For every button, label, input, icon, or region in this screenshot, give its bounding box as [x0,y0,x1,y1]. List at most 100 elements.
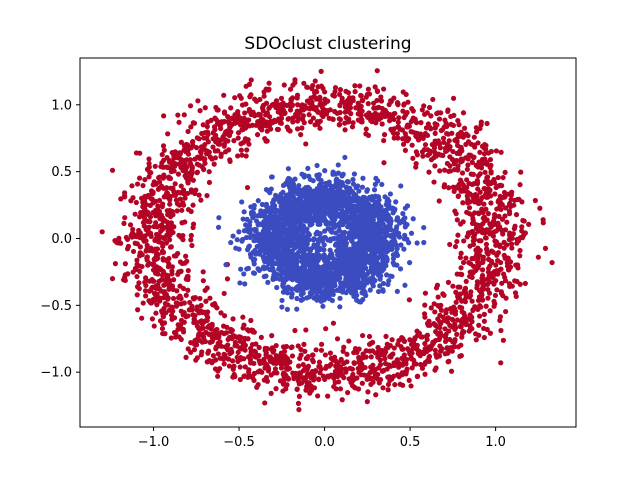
point-cluster-1 [414,240,420,246]
point-cluster-0 [289,344,295,350]
point-cluster-1 [266,261,272,267]
point-cluster-1 [288,222,294,229]
point-cluster-0 [507,200,513,207]
point-cluster-0 [196,325,202,332]
point-cluster-0 [409,142,415,148]
point-cluster-0 [261,93,267,99]
point-cluster-1 [361,222,367,228]
point-cluster-0 [431,179,437,185]
point-cluster-0 [359,332,366,339]
point-cluster-0 [435,303,441,309]
point-cluster-0 [365,86,371,92]
point-cluster-1 [378,247,385,253]
point-cluster-0 [502,213,508,219]
point-cluster-0 [477,125,483,132]
point-cluster-0 [143,275,149,281]
point-cluster-0 [242,342,248,349]
point-cluster-1 [258,208,264,214]
point-cluster-1 [305,165,311,171]
point-cluster-1 [273,219,279,225]
point-cluster-0 [289,353,296,359]
point-cluster-0 [286,365,293,372]
point-cluster-0 [129,230,136,236]
point-cluster-0 [169,271,175,277]
point-cluster-0 [122,261,128,267]
point-cluster-0 [169,163,175,169]
point-cluster-0 [513,262,519,268]
point-cluster-0 [211,161,217,167]
point-cluster-1 [393,226,399,232]
point-cluster-0 [352,83,358,89]
point-cluster-0 [342,109,348,115]
point-cluster-0 [216,141,223,147]
point-cluster-0 [203,151,210,157]
point-cluster-0 [350,120,356,126]
point-cluster-1 [303,193,309,199]
point-cluster-0 [166,261,172,267]
point-cluster-0 [379,368,386,374]
point-cluster-0 [218,310,224,316]
point-cluster-0 [445,107,451,113]
point-cluster-0 [483,241,490,247]
point-cluster-0 [410,108,416,114]
point-cluster-0 [212,115,218,121]
point-cluster-0 [378,98,385,104]
point-cluster-0 [483,206,489,212]
point-cluster-0 [464,166,470,173]
point-cluster-1 [354,198,361,204]
point-cluster-0 [158,163,164,170]
point-cluster-0 [134,273,140,280]
point-cluster-1 [371,187,378,193]
point-cluster-1 [283,195,289,201]
point-cluster-1 [280,283,286,289]
point-cluster-0 [193,357,199,363]
point-cluster-0 [519,224,525,230]
point-cluster-1 [394,246,400,252]
point-cluster-0 [422,371,428,377]
point-cluster-0 [231,138,237,144]
point-cluster-0 [121,277,127,283]
point-cluster-1 [354,297,360,303]
point-cluster-1 [337,185,343,191]
point-cluster-0 [183,314,189,320]
point-cluster-0 [322,376,328,383]
point-cluster-1 [340,289,346,295]
point-cluster-0 [370,379,376,385]
point-cluster-0 [350,376,356,382]
point-cluster-0 [194,342,200,348]
point-cluster-0 [189,242,195,249]
point-cluster-0 [129,183,135,189]
point-cluster-0 [280,357,286,363]
point-cluster-0 [509,245,515,251]
point-cluster-0 [133,150,140,156]
point-cluster-0 [168,185,174,191]
point-cluster-1 [365,243,371,249]
point-cluster-0 [168,285,174,291]
point-cluster-0 [479,296,485,302]
point-cluster-0 [166,237,173,243]
point-cluster-0 [175,295,182,301]
point-cluster-1 [402,215,408,221]
point-cluster-1 [347,248,354,254]
point-cluster-1 [291,202,298,208]
point-cluster-0 [326,115,332,121]
point-cluster-0 [199,164,205,170]
point-cluster-0 [449,316,455,322]
point-cluster-0 [237,345,243,351]
point-cluster-0 [235,109,241,115]
point-cluster-0 [202,105,208,111]
point-cluster-0 [346,95,353,101]
point-cluster-1 [398,242,404,248]
point-cluster-0 [150,248,156,254]
point-cluster-0 [236,334,242,340]
point-cluster-0 [499,228,505,234]
point-cluster-0 [157,295,163,301]
point-cluster-0 [184,190,191,197]
point-cluster-1 [285,166,292,172]
point-cluster-0 [366,341,373,347]
point-cluster-0 [302,103,308,109]
point-cluster-1 [322,168,328,174]
point-cluster-0 [485,178,491,184]
point-cluster-0 [479,195,485,201]
point-cluster-0 [491,176,497,183]
